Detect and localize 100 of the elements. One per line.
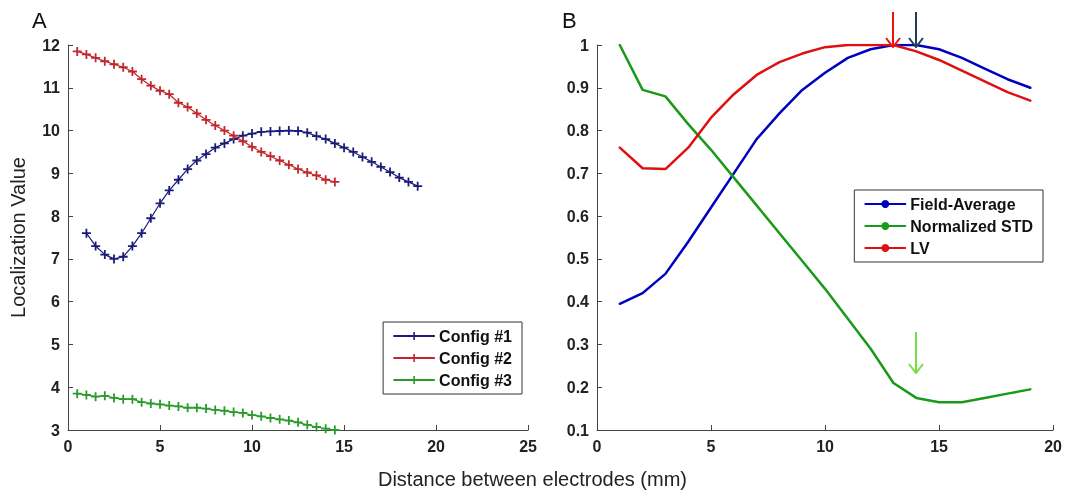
x-tick-label: 10 [816,437,835,455]
point [164,401,174,411]
point [137,74,147,84]
x-tick-label: 10 [243,437,262,455]
point [229,407,239,417]
point [137,397,147,407]
point [109,59,119,69]
point [109,393,119,403]
point [275,126,285,136]
legend-label: Config #2 [439,349,513,367]
y-tick-label: 11 [43,79,61,97]
point [91,392,101,402]
point [201,149,211,159]
point [91,241,101,251]
line-series [618,43,1032,404]
x-tick-label: 25 [519,437,538,455]
point [210,405,220,415]
point [91,53,101,63]
point [302,128,312,138]
point [348,147,358,157]
point [192,403,202,413]
line-series [618,43,1032,306]
point [413,181,423,191]
legend-label: Field-Average [910,195,1016,213]
y-axis-title: Localization Value [7,157,29,318]
point [256,147,266,157]
legend-label: Normalized STD [910,217,1033,235]
y-tick-label: 8 [51,207,61,225]
point [146,213,156,223]
point [100,250,110,260]
point [164,89,174,99]
y-tick-label: 0.3 [566,335,590,353]
point [330,138,340,148]
point [302,420,312,430]
line-series [618,43,1032,171]
point [293,417,303,427]
x-axis-title: Distance between electrodes (mm) [377,468,688,491]
y-tick-label: 0.9 [566,79,590,97]
y-tick-label: 6 [51,293,61,311]
point [284,160,294,170]
point [155,86,165,96]
chart-title: A [32,7,47,33]
y-tick-label: 0.4 [566,293,590,311]
y-tick-label: 0.1 [566,421,590,439]
point [339,143,349,153]
x-tick-label: 20 [1044,437,1063,455]
point [293,126,303,136]
point [247,142,257,152]
point [118,394,128,404]
y-tick-label: 0.8 [566,122,590,140]
point [72,389,82,399]
point [155,198,165,208]
point [210,143,220,153]
x-tick-label: 5 [706,437,716,455]
x-tick-label: 0 [592,437,602,455]
legend-label: Config #3 [439,371,513,389]
legend-label: Config #1 [439,327,513,345]
x-tick-label: 20 [427,437,446,455]
point [238,136,248,146]
y-tick-label: 0.5 [566,250,590,268]
legend-label: LV [910,239,930,257]
point [247,410,257,420]
point [330,425,340,435]
y-tick-label: 9 [51,164,61,182]
point [385,167,395,177]
x-tick-label: 5 [155,437,165,455]
x-tick-label: 0 [63,437,73,455]
point [146,81,156,91]
y-tick-label: 10 [42,122,61,140]
point [321,134,331,144]
y-tick-label: 5 [51,335,61,353]
point [183,164,193,174]
y-tick-label: 0.6 [566,207,590,225]
point [321,424,331,434]
point [376,162,386,172]
point [321,175,331,185]
point [183,403,193,413]
chart-title: B [562,7,577,33]
point [238,408,248,418]
point [118,62,128,72]
point [293,164,303,174]
point [256,411,266,421]
point [394,173,404,183]
point [201,404,211,414]
point [275,414,285,424]
y-tick-label: 0.2 [566,378,590,396]
y-tick-label: 1 [580,36,590,54]
x-tick-label: 15 [335,437,354,455]
point [256,127,266,137]
x-tick-label: 15 [930,437,949,455]
point [137,228,147,238]
point [100,391,110,401]
point [118,252,128,262]
point [183,102,193,112]
y-tick-label: 3 [51,421,61,439]
y-tick-label: 7 [51,250,61,268]
y-tick-label: 0.7 [566,164,590,182]
point [155,399,165,409]
point [330,177,340,187]
point [100,56,110,66]
